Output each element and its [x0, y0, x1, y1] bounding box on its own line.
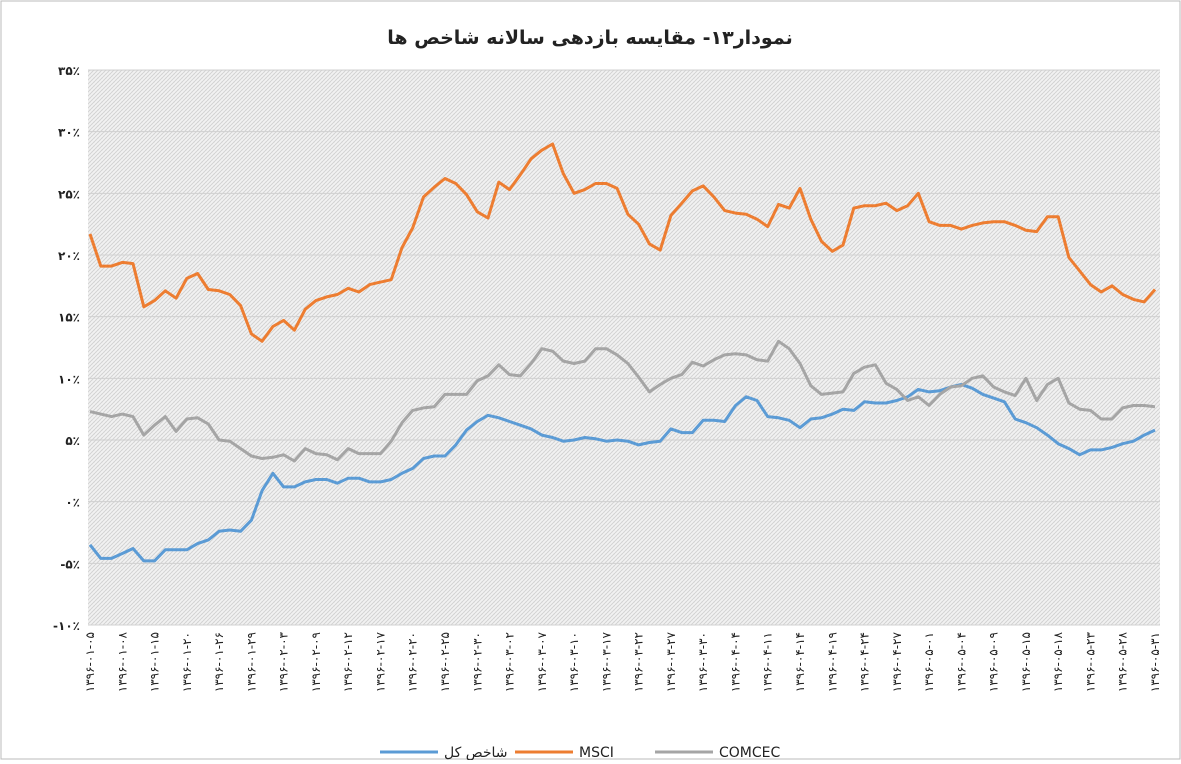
x-tick-label: ۱۳۹۶-۰۳-۱۰ [567, 632, 581, 692]
y-tick-label: ۳۰٪ [58, 126, 80, 140]
x-tick-label: ۱۳۹۶-۰۲-۲۵ [438, 632, 452, 692]
x-tick-label: ۱۳۹۶-۰۱-۲۹ [244, 632, 258, 692]
x-tick-label: ۱۳۹۶-۰۴-۱۹ [825, 632, 839, 692]
x-tick-label: ۱۳۹۶-۰۵-۰۴ [954, 632, 968, 692]
x-tick-label: ۱۳۹۶-۰۳-۰۷ [535, 631, 549, 692]
x-tick-label: ۱۳۹۶-۰۴-۱۱ [761, 632, 775, 692]
x-tick-label: ۱۳۹۶-۰۳-۱۷ [599, 631, 613, 692]
legend-label: شاخص کل [444, 745, 508, 760]
y-tick-label: ۳۵٪ [58, 64, 80, 78]
x-tick-label: ۱۳۹۶-۰۵-۲۸ [1116, 631, 1130, 692]
series-line [89, 339, 1156, 463]
legend-label: COMCEC [719, 745, 780, 760]
x-tick-label: ۱۳۹۶-۰۲-۰۳ [277, 631, 291, 692]
x-tick-label: ۱۳۹۶-۰۱-۱۵ [148, 632, 162, 692]
x-tick-label: ۱۳۹۶-۰۵-۰۹ [987, 632, 1001, 692]
x-tick-label: ۱۳۹۶-۰۵-۰۱ [922, 632, 936, 692]
x-tick-label: ۱۳۹۶-۰۴-۰۴ [728, 632, 742, 692]
x-tick-label: ۱۳۹۶-۰۴-۲۷ [890, 631, 904, 692]
x-tick-label: ۱۳۹۶-۰۲-۰۹ [309, 632, 323, 692]
x-tick-label: ۱۳۹۶-۰۵-۱۸ [1051, 631, 1065, 692]
y-tick-label: ۰٪ [65, 496, 80, 510]
x-tick-label: ۱۳۹۶-۰۱-۰۸ [115, 631, 129, 692]
x-tick-label: ۱۳۹۶-۰۵-۳۱ [1148, 632, 1162, 692]
y-tick-label: ۲۰٪ [58, 249, 80, 263]
chart-title: نمودار۱۳- مقایسه بازدهی سالانه شاخص ها [387, 27, 792, 49]
x-tick-label: ۱۳۹۶-۰۱-۰۵ [83, 632, 97, 692]
x-tick-label: ۱۳۹۶-۰۱-۲۰ [180, 632, 194, 692]
x-tick-label: ۱۳۹۶-۰۴-۱۴ [793, 632, 807, 692]
x-tick-label: ۱۳۹۶-۰۳-۲۲ [632, 632, 646, 692]
x-tick-label: ۱۳۹۶-۰۲-۱۷ [373, 631, 387, 692]
x-tick-label: ۱۳۹۶-۰۳-۰۲ [503, 632, 517, 692]
x-tick-label: ۱۳۹۶-۰۱-۲۶ [212, 632, 226, 692]
y-tick-label: ۲۵٪ [58, 187, 80, 201]
y-tick-label: ۱۵٪ [58, 311, 80, 325]
x-tick-label: ۱۳۹۶-۰۲-۲۰ [406, 632, 420, 692]
y-tick-label: -۱۰٪ [53, 619, 80, 633]
plot-area [88, 70, 1160, 625]
y-tick-label: ۱۰٪ [58, 372, 80, 386]
x-tick-label: ۱۳۹۶-۰۲-۱۲ [341, 632, 355, 692]
x-tick-label: ۱۳۹۶-۰۴-۲۴ [858, 632, 872, 692]
series-line [88, 383, 1156, 563]
x-tick-label: ۱۳۹۶-۰۳-۳۰ [696, 632, 710, 692]
x-tick-label: ۱۳۹۶-۰۵-۱۵ [1019, 632, 1033, 692]
y-tick-label: ۵٪ [65, 434, 80, 448]
x-tick-label: ۱۳۹۶-۰۵-۲۳ [1083, 631, 1097, 692]
x-tick-label: ۱۳۹۶-۰۲-۳۰ [470, 632, 484, 692]
series-line [88, 142, 1157, 343]
legend-label: MSCI [579, 745, 614, 760]
x-tick-label: ۱۳۹۶-۰۳-۲۷ [664, 631, 678, 692]
y-tick-label: -۵٪ [60, 557, 80, 571]
